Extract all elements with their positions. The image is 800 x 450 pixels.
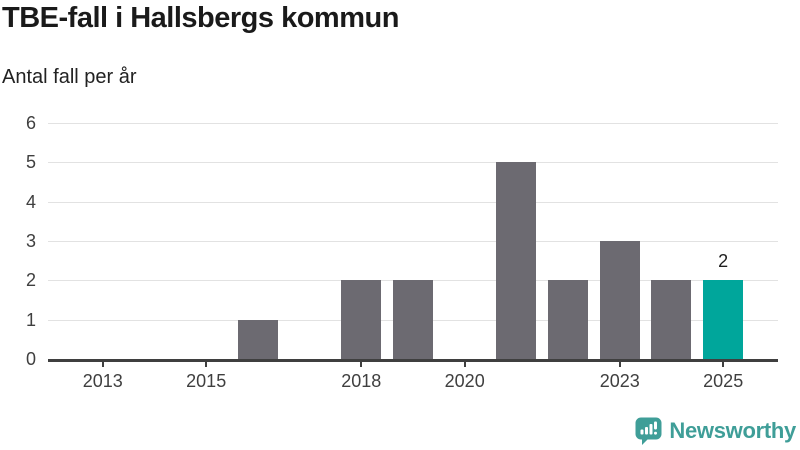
bar-2021 xyxy=(496,162,537,359)
bar-2024 xyxy=(651,280,692,359)
x-tick-label: 2013 xyxy=(82,371,123,391)
x-tick-mark xyxy=(618,361,621,367)
bar-2016 xyxy=(237,319,278,359)
gridline xyxy=(48,123,778,124)
x-tick-mark xyxy=(205,361,208,367)
x-tick-label: 2018 xyxy=(341,371,382,391)
bar-2018 xyxy=(341,280,382,359)
y-tick-label: 2 xyxy=(25,270,36,291)
newsworthy-logo-icon xyxy=(635,417,662,445)
y-tick-label: 6 xyxy=(25,113,36,133)
x-tick-label: 2025 xyxy=(703,371,744,391)
bar-2023 xyxy=(599,241,640,359)
x-tick-label: 2023 xyxy=(599,371,640,391)
gridline xyxy=(48,241,778,242)
plot-area: 2 xyxy=(48,123,778,362)
y-tick-label: 3 xyxy=(25,231,36,251)
bar-2022 xyxy=(548,280,589,359)
newsworthy-logo-text: Newsworthy xyxy=(669,418,796,443)
x-tick-mark xyxy=(101,361,104,367)
gridline xyxy=(48,201,778,203)
chart-subtitle: Antal fall per år xyxy=(2,66,137,88)
y-tick-label: 0 xyxy=(25,349,36,369)
bar-2019 xyxy=(393,280,433,359)
gridline xyxy=(48,162,778,164)
newsworthy-logo[interactable]: Newsworthy xyxy=(635,417,796,445)
x-axis: 2013 2015 2018 2020 2023 2025 xyxy=(48,360,778,400)
x-tick-label: 2015 xyxy=(186,371,227,391)
highlight-value-label: 2 xyxy=(718,251,729,272)
chart-title: TBE-fall i Hallsbergs kommun xyxy=(2,2,399,34)
y-tick-label: 1 xyxy=(25,309,36,330)
y-tick-label: 5 xyxy=(25,152,36,173)
bar-2025-highlighted xyxy=(703,280,744,359)
y-tick-label: 4 xyxy=(25,191,36,212)
x-tick-mark xyxy=(463,361,466,367)
x-tick-mark xyxy=(360,361,363,367)
y-axis: 0 1 2 3 4 5 6 xyxy=(0,114,36,368)
x-tick-mark xyxy=(722,361,725,367)
x-axis-line xyxy=(48,359,778,362)
x-tick-label: 2020 xyxy=(444,371,485,391)
